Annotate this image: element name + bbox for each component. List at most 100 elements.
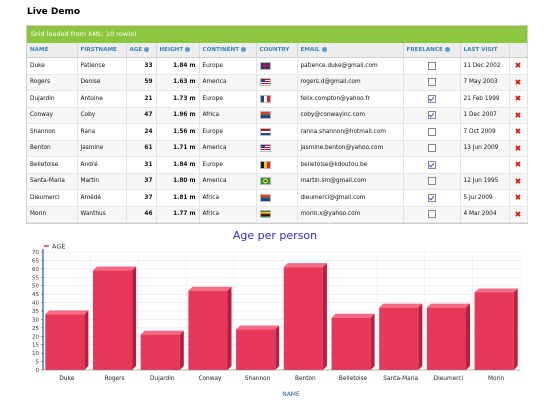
cell-continent[interactable]: Europe [199, 156, 257, 174]
bar[interactable] [379, 303, 423, 370]
table-row[interactable]: Dieumerci Amédé 37 1.81 m Africa dieumerci@gm… [27, 189, 528, 207]
cell-age[interactable]: 47 [126, 107, 157, 124]
column-header-email[interactable]: EMAIL [297, 43, 404, 58]
cell-country[interactable] [256, 74, 298, 91]
cell-age[interactable]: 31 [126, 156, 157, 174]
cell-name[interactable]: Rogers [27, 74, 78, 91]
delete-icon[interactable]: ✖ [514, 143, 522, 153]
cell-last-visit[interactable]: 7 Oct 2009 [460, 123, 510, 141]
cell-height[interactable]: 1.56 m [156, 123, 200, 141]
cell-firstname[interactable]: Denise [77, 74, 127, 91]
cell-last-visit[interactable]: 4 Mar 2004 [460, 206, 510, 223]
cell-age[interactable]: 37 [126, 173, 157, 190]
bar[interactable] [426, 303, 471, 370]
freelance-checkbox[interactable] [427, 61, 436, 70]
cell-firstname[interactable]: Wanthus [77, 206, 127, 223]
cell-age[interactable]: 33 [126, 57, 157, 75]
cell-email[interactable]: dieumerci@gmail.com [297, 189, 404, 207]
freelance-checkbox[interactable] [427, 210, 436, 219]
cell-height[interactable]: 1.96 m [156, 107, 200, 124]
cell-name[interactable]: Santa-Maria [27, 173, 78, 190]
freelance-checkbox[interactable] [427, 177, 436, 186]
cell-email[interactable]: patience.duke@gmail.com [297, 57, 404, 75]
cell-country[interactable] [256, 107, 298, 124]
cell-height[interactable]: 1.81 m [156, 189, 200, 207]
cell-height[interactable]: 1.63 m [156, 74, 200, 91]
cell-height[interactable]: 1.80 m [156, 173, 200, 190]
cell-height[interactable]: 1.71 m [156, 140, 200, 157]
cell-freelance[interactable] [403, 156, 461, 174]
delete-icon[interactable]: ✖ [514, 94, 522, 104]
cell-freelance[interactable] [403, 74, 461, 91]
cell-name[interactable]: Duke [27, 57, 78, 75]
cell-email[interactable]: felix.compton@yahoo.fr [297, 90, 404, 108]
cell-continent[interactable]: Africa [199, 189, 257, 207]
cell-delete[interactable]: ✖ [509, 156, 528, 174]
cell-firstname[interactable]: Rana [77, 123, 127, 141]
cell-name[interactable]: Dujardin [27, 90, 78, 108]
cell-delete[interactable]: ✖ [509, 57, 528, 75]
column-header-last-visit[interactable]: LAST VISIT [460, 43, 510, 58]
cell-country[interactable] [256, 57, 298, 75]
cell-email[interactable]: jasmine.benton@yahoo.com [297, 140, 404, 157]
cell-continent[interactable]: Europe [199, 123, 257, 141]
cell-country[interactable] [256, 140, 298, 157]
cell-delete[interactable]: ✖ [509, 189, 528, 207]
cell-email[interactable]: belletoise@kdoutou.be [297, 156, 404, 174]
table-row[interactable]: Morin Wanthus 46 1.77 m Africa morin.x@yahoo.… [27, 206, 528, 223]
delete-icon[interactable]: ✖ [514, 193, 522, 203]
table-row[interactable]: Dujardin Antoine 21 1.73 m Europe felix.compt… [27, 90, 528, 108]
freelance-checkbox[interactable] [427, 127, 436, 136]
cell-country[interactable] [256, 123, 298, 141]
cell-continent[interactable]: America [199, 173, 257, 190]
cell-name[interactable]: Belletoise [27, 156, 78, 174]
cell-continent[interactable]: Europe [199, 90, 257, 108]
cell-freelance[interactable] [403, 90, 461, 108]
cell-freelance[interactable] [403, 57, 461, 75]
table-row[interactable]: Conway Coby 47 1.96 m Africa coby@conwayinc.c… [27, 107, 528, 124]
cell-age[interactable]: 24 [126, 123, 157, 141]
cell-continent[interactable]: America [199, 74, 257, 91]
table-row[interactable]: Santa-Maria Martin 37 1.80 m America martin.s… [27, 173, 528, 190]
cell-firstname[interactable]: Amédé [77, 189, 127, 207]
delete-icon[interactable]: ✖ [514, 127, 522, 137]
column-header-age[interactable]: AGE [126, 43, 157, 58]
cell-height[interactable]: 1.73 m [156, 90, 200, 108]
cell-freelance[interactable] [403, 107, 461, 124]
cell-firstname[interactable]: André [77, 156, 127, 174]
cell-firstname[interactable]: Antoine [77, 90, 127, 108]
cell-height[interactable]: 1.84 m [156, 156, 200, 174]
cell-last-visit[interactable]: 21 Feb 1999 [460, 90, 510, 108]
cell-last-visit[interactable]: 7 May 2003 [460, 74, 510, 91]
delete-icon[interactable]: ✖ [514, 209, 522, 219]
delete-icon[interactable]: ✖ [514, 110, 522, 120]
cell-name[interactable]: Shannon [27, 123, 78, 141]
cell-age[interactable]: 37 [126, 189, 157, 207]
cell-country[interactable] [256, 156, 298, 174]
cell-continent[interactable]: America [199, 140, 257, 157]
freelance-checkbox[interactable] [427, 78, 436, 87]
cell-delete[interactable]: ✖ [509, 123, 528, 141]
table-row[interactable]: Duke Patience 33 1.84 m Europe patience.duke@… [27, 57, 528, 75]
table-row[interactable]: Shannon Rana 24 1.56 m Europe ranna.shannon@h… [27, 123, 528, 141]
freelance-checkbox[interactable] [427, 193, 436, 202]
column-header-firstname[interactable]: FIRSTNAME [77, 43, 127, 58]
cell-delete[interactable]: ✖ [509, 173, 528, 190]
cell-last-visit[interactable]: 11 Dec 2002 [460, 57, 510, 75]
cell-age[interactable]: 21 [126, 90, 157, 108]
bar[interactable] [92, 266, 137, 370]
delete-icon[interactable]: ✖ [514, 77, 522, 87]
column-header-name[interactable]: NAME [27, 43, 78, 58]
delete-icon[interactable]: ✖ [514, 160, 522, 170]
cell-last-visit[interactable]: 12 Jun 1995 [460, 173, 510, 190]
cell-firstname[interactable]: Patience [77, 57, 127, 75]
column-header-freelance[interactable]: FREELANCE [403, 43, 461, 58]
delete-icon[interactable]: ✖ [514, 176, 522, 186]
cell-country[interactable] [256, 90, 298, 108]
cell-name[interactable]: Conway [27, 107, 78, 124]
cell-height[interactable]: 1.84 m [156, 57, 200, 75]
cell-firstname[interactable]: Jasmine [77, 140, 127, 157]
bar[interactable] [283, 263, 327, 370]
cell-email[interactable]: coby@conwayinc.com [297, 107, 404, 124]
cell-delete[interactable]: ✖ [509, 107, 528, 124]
